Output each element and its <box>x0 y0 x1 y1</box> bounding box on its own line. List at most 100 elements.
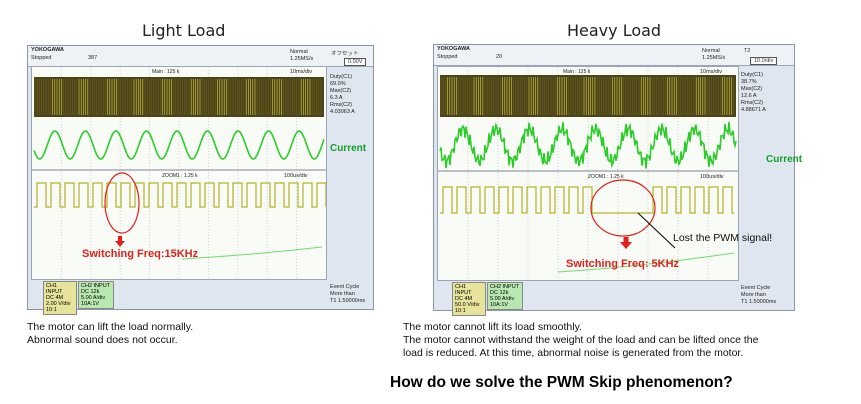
time-div-top: 10ms/div <box>700 69 722 75</box>
event-info: Event Cycle More than T1 1.50000ms <box>741 285 776 306</box>
scope-rate: 1.25MS/s <box>290 56 314 62</box>
main-label: Main : 125 k <box>152 69 180 75</box>
time-div-bottom: 100us/div <box>700 174 724 180</box>
current-label-left: Current <box>330 143 367 154</box>
question-heading: How do we solve the PWM Skip phenomenon? <box>390 374 733 391</box>
ch1-probe: 10:1 <box>46 307 57 313</box>
scope-brand: YOKOGAWA <box>31 47 65 53</box>
offset-label: オフセット <box>331 51 359 57</box>
ch1-coupling: DC 4M <box>455 296 473 302</box>
time-div-top: 10ms/div <box>290 69 312 75</box>
scope-grid <box>467 67 709 280</box>
scope-rate: 1.25MS/s <box>702 55 726 61</box>
measurement-panel: Duty(C1) 38.7% Max(C2) 12.6 A Rms(C2) 4.… <box>741 72 766 114</box>
ch1-probe: 10:1 <box>455 308 466 314</box>
ch1-title: CH1 INPUT <box>455 284 472 296</box>
ch1-info[interactable]: CH1 INPUT DC 4M 2.00 V/div 10:1 <box>43 281 77 315</box>
event-info: Event Cycle More than T1 1.50000ms <box>330 284 365 305</box>
ch1-scale: 2.00 V/div <box>46 301 71 307</box>
ch2-coupling: DC 12k <box>81 289 100 295</box>
ch2-probe: 10A:1V <box>81 301 100 307</box>
light-load-oscilloscope: YOKOGAWA Stopped 387 Normal 1.25MS/s オフセ… <box>27 45 374 315</box>
meas-max-value: 12.6 A <box>741 93 757 99</box>
pwm-zoom-waveform <box>34 182 327 208</box>
ch1-title: CH1 INPUT <box>46 283 63 295</box>
meas-duty-label: Duty(C1) <box>741 72 764 78</box>
description-line: The motor cannot withstand the weight of… <box>403 334 759 346</box>
down-arrow-icon <box>620 236 632 254</box>
meas-rms-value: 4.88671 A <box>741 107 766 113</box>
zoom-label: ZOOM1 : 1.25 k <box>162 173 198 179</box>
meas-duty-value: 38.7% <box>741 79 757 85</box>
offset-value[interactable]: 10.0/div <box>750 57 778 65</box>
event-t1: T1 1.50000ms <box>741 299 777 305</box>
measurement-panel: Duty(C1) 69.0% Max(C2) 6.3 A Rms(C2) 4.0… <box>330 74 355 116</box>
pwm-top-lines <box>440 77 734 115</box>
description-line: load is reduced. At this time, abnormal … <box>403 347 744 359</box>
light-load-description: The motor can lift the load normally. Ab… <box>27 321 193 347</box>
pointer-line <box>637 212 676 249</box>
lost-pwm-label: Lost the PWM signal! <box>673 232 773 244</box>
ch2-probe: 10A:1V <box>490 302 509 308</box>
meas-duty-value: 69.0% <box>330 81 346 87</box>
ch1-scale: 50.0 V/div <box>455 302 480 308</box>
scope-brand: YOKOGAWA <box>437 46 471 52</box>
scope-status: Stopped <box>31 55 52 61</box>
event-cycle: Event Cycle <box>741 285 771 291</box>
down-arrow-icon <box>115 234 125 252</box>
ch2-coupling: DC 12k <box>490 290 509 296</box>
scope-header: YOKOGAWA Stopped 20 Normal 1.25MS/s <box>434 45 794 66</box>
description-line: The motor can lift the load normally. <box>27 321 194 333</box>
ch2-info[interactable]: CH2 INPUT DC 12k 5.00 A/div 10A:1V <box>487 282 523 310</box>
meas-max-label: Max(C2) <box>330 88 352 94</box>
light-load-title: Light Load <box>142 21 226 40</box>
time-div-bottom: 100us/div <box>284 173 308 179</box>
pwm-zoom-waveform <box>440 186 734 214</box>
scope-header: YOKOGAWA Stopped 387 Normal 1.25MS/s <box>28 46 373 67</box>
meas-max-value: 6.3 A <box>330 95 343 101</box>
ch2-title: CH2 INPUT <box>81 283 111 289</box>
event-condition: More than <box>741 292 766 298</box>
scope-screen: 10ms/div Main : 125 k ZOOM1 : 1.25 k 100… <box>31 66 327 280</box>
scope-mode: Normal <box>290 49 308 55</box>
current-zoom-waveform <box>181 246 323 260</box>
scope-screen: 10ms/div Main : 125 k ZOOM1 : 1.25 k 100… <box>437 66 739 281</box>
meas-rms-label: Rms(C2) <box>741 100 763 106</box>
highlight-ellipse <box>590 179 656 237</box>
zoom-label: ZOOM1 : 1.25 k <box>588 174 624 180</box>
event-cycle: Event Cycle <box>330 284 360 290</box>
pwm-envelope <box>34 77 324 117</box>
ch2-title: CH2 INPUT <box>490 284 520 290</box>
switching-freq-left: Switching Freq:15KHz <box>82 248 199 260</box>
highlight-ellipse <box>104 172 140 234</box>
offset-label: T2 <box>744 48 751 54</box>
switching-freq-right: Switching Freq: 5KHz <box>566 258 680 270</box>
scope-count: 20 <box>496 54 503 60</box>
meas-rms-label: Rms(C2) <box>330 102 352 108</box>
waveform-display: 10ms/div Main : 125 k ZOOM1 : 1.25 k 100… <box>32 67 327 279</box>
description-line: The motor cannot lift its load smoothly. <box>403 321 582 333</box>
scope-mode: Normal <box>702 48 720 54</box>
main-label: Main : 125 k <box>563 69 591 75</box>
current-waveform <box>33 130 325 160</box>
event-condition: More than <box>330 291 355 297</box>
ch1-info[interactable]: CH1 INPUT DC 4M 50.0 V/div 10:1 <box>452 282 486 316</box>
ch2-scale: 5.00 A/div <box>490 296 515 302</box>
offset-value[interactable]: 0.00V <box>344 58 367 66</box>
meas-duty-label: Duty(C1) <box>330 74 353 80</box>
heavy-load-oscilloscope: YOKOGAWA Stopped 20 Normal 1.25MS/s T2 1… <box>433 44 795 316</box>
ch1-coupling: DC 4M <box>46 295 64 301</box>
scope-count: 387 <box>88 55 98 61</box>
heavy-load-title: Heavy Load <box>567 21 662 40</box>
heavy-load-description: The motor cannot lift its load smoothly.… <box>403 321 758 360</box>
current-label-right: Current <box>766 154 803 165</box>
scope-status: Stopped <box>437 54 458 60</box>
current-zoom-waveform <box>557 252 735 273</box>
meas-rms-value: 4.03063 A <box>330 109 355 115</box>
event-t1: T1 1.50000ms <box>330 298 366 304</box>
ch2-info[interactable]: CH2 INPUT DC 12k 5.00 A/div 10A:1V <box>78 281 114 309</box>
ch2-scale: 5.00 A/div <box>81 295 106 301</box>
waveform-display: 10ms/div Main : 125 k ZOOM1 : 1.25 k 100… <box>438 67 738 280</box>
meas-max-label: Max(C2) <box>741 86 763 92</box>
description-line: Abnormal sound does not occur. <box>27 334 178 346</box>
